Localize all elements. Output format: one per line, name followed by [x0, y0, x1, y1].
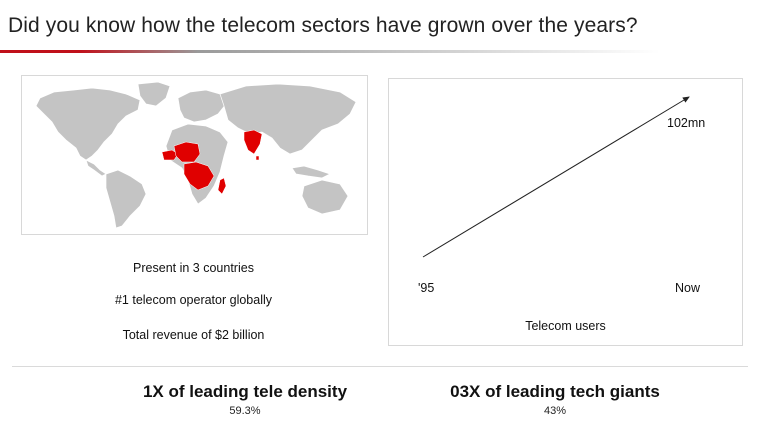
highlighted-west-africa [161, 149, 179, 161]
stat-tele-density-headline: 1X of leading tele density [142, 382, 348, 401]
asia-land [219, 83, 357, 155]
growth-chart-panel: 102mn '95 Now Telecom users [388, 78, 743, 346]
europe-land [177, 89, 227, 123]
greenland-land [137, 81, 171, 107]
indonesia-land [291, 165, 331, 179]
world-map [35, 81, 357, 229]
growth-arrow [422, 96, 690, 258]
highlighted-madagascar [217, 177, 227, 195]
chart-caption: Telecom users [525, 319, 606, 333]
stat-tech-giants-value: 43% [543, 405, 567, 417]
page-title: Did you know how the telecom sectors hav… [8, 14, 638, 37]
australia-land [301, 179, 349, 215]
growth-chart [422, 96, 690, 258]
title-underline [0, 50, 660, 53]
highlighted-central-west-africa [173, 141, 201, 163]
end-value-label: 102mn [667, 116, 706, 130]
end-x-label: Now [675, 281, 701, 295]
highlighted-india [243, 129, 263, 155]
fact-revenue: Total revenue of $2 billion [122, 328, 265, 342]
fact-operator-rank: #1 telecom operator globally [114, 293, 273, 307]
fact-countries: Present in 3 countries [133, 261, 254, 275]
south-america-land [105, 169, 147, 229]
stat-tele-density-value: 59.3% [229, 405, 261, 417]
stat-tech-giants-headline: 03X of leading tech giants [450, 382, 660, 401]
north-america-land [35, 87, 141, 161]
highlighted-sri-lanka [255, 155, 260, 161]
world-map-panel [21, 75, 368, 235]
start-x-label: '95 [418, 281, 435, 295]
central-america-land [85, 159, 107, 177]
section-divider [12, 366, 748, 367]
highlighted-east-africa [183, 161, 215, 191]
